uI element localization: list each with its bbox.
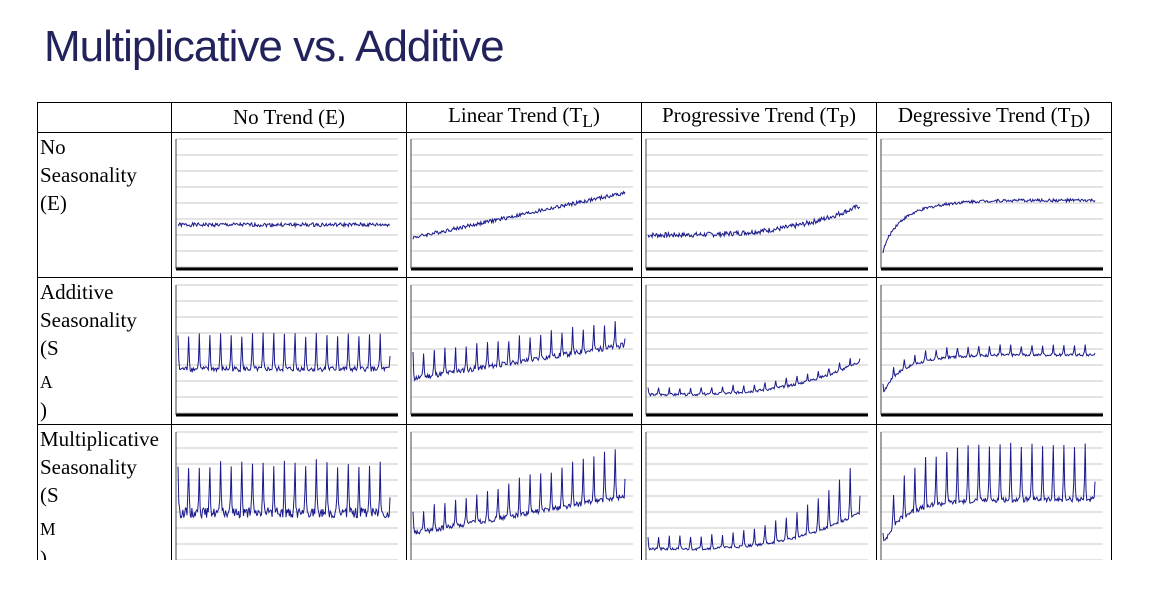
- panel-cell: [406, 277, 642, 426]
- column-header-no-trend: No Trend (E): [171, 101, 407, 134]
- chart-panel-1-1: [410, 284, 633, 417]
- row-header-additive-seasonality: Additive Seasonality (S A): [37, 277, 172, 426]
- row-multiplicative-seasonality: Multiplicative Seasonality (S M): [37, 424, 1112, 573]
- panel-cell: [171, 424, 407, 573]
- chart-panel-0-2: [645, 138, 868, 271]
- chart-panel-2-2: [645, 431, 868, 564]
- panel-cell: [641, 132, 877, 279]
- series-line: [647, 204, 860, 240]
- corner-cell: [37, 101, 172, 134]
- series-line: [177, 221, 391, 229]
- column-header-progressive-trend: Progressive Trend (TP): [641, 101, 877, 134]
- column-header-degressive-trend: Degressive Trend (TD): [876, 101, 1112, 134]
- series-line: [412, 321, 626, 382]
- chart-panel-1-3: [880, 284, 1103, 417]
- slide-bottom-edge: [0, 560, 1157, 604]
- panel-cell: [171, 277, 407, 426]
- series-line: [882, 197, 1096, 254]
- chart-panel-2-0: [175, 431, 398, 564]
- column-header-linear-trend: Linear Trend (TL): [406, 101, 642, 134]
- row-no-seasonality: No Seasonality (E): [37, 132, 1112, 279]
- panel-cell: [171, 132, 407, 279]
- panel-cell: [876, 424, 1112, 573]
- panel-cell: [876, 277, 1112, 426]
- chart-panel-0-1: [410, 138, 633, 271]
- chart-panel-2-1: [410, 431, 633, 564]
- series-line: [177, 459, 391, 521]
- panel-cell: [641, 277, 877, 426]
- panel-cell: [406, 424, 642, 573]
- row-additive-seasonality: Additive Seasonality (S A): [37, 277, 1112, 426]
- row-header-no-seasonality: No Seasonality (E): [37, 132, 172, 279]
- row-header-multiplicative-seasonality: Multiplicative Seasonality (S M): [37, 424, 172, 573]
- chart-panel-1-0: [175, 284, 398, 417]
- chart-panel-0-3: [880, 138, 1103, 271]
- series-line: [412, 449, 626, 536]
- series-line: [882, 443, 1096, 542]
- series-line: [177, 332, 391, 374]
- panel-cell: [876, 132, 1112, 279]
- series-line: [647, 468, 861, 552]
- panel-cell: [406, 132, 642, 279]
- panel-cell: [641, 424, 877, 573]
- chart-panel-0-0: [175, 138, 398, 271]
- series-line: [882, 344, 1096, 393]
- slide-title: Multiplicative vs. Additive: [44, 22, 505, 71]
- chart-panel-2-3: [880, 431, 1103, 564]
- series-line: [647, 358, 861, 398]
- series-line: [412, 190, 626, 240]
- chart-panel-1-2: [645, 284, 868, 417]
- trend-seasonality-table: No Trend (E) Linear Trend (TL) Progressi…: [37, 101, 1112, 573]
